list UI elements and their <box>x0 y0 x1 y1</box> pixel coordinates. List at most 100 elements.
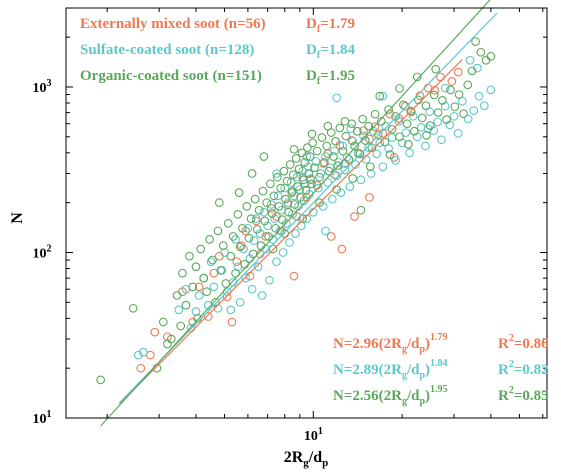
sulfate-coated-point <box>330 146 339 156</box>
sulfate-coated-point <box>226 305 236 315</box>
organic-coated-legend-name: Organic-coated soot (n=151) <box>80 68 262 84</box>
legend: Externally mixed soot (n=56) Df=1.79 Sulfa… <box>80 16 355 87</box>
sulfate-coated-point <box>412 132 422 142</box>
sulfate-coated-point <box>209 282 219 292</box>
sulfate-coated-point <box>391 156 400 165</box>
sulfate-coated-point <box>387 133 397 142</box>
sulfate-coated-point <box>259 207 269 217</box>
organic-coated-point <box>373 130 383 140</box>
externally-mixed-point <box>251 216 261 226</box>
sulfate-coated-point <box>473 63 482 73</box>
organic-coated-point <box>233 209 243 219</box>
organic-coated-point <box>344 155 354 164</box>
data-marks <box>96 37 496 385</box>
organic-coated-point <box>402 119 412 129</box>
organic-coated-point <box>287 188 297 197</box>
organic-coated-point <box>421 101 431 111</box>
externally-mixed-r2-value: R2=0.86 <box>498 333 549 352</box>
organic-coated-point <box>425 121 435 130</box>
organic-coated-point <box>406 106 416 116</box>
sulfate-coated-point <box>384 144 393 153</box>
organic-coated-point <box>323 121 333 131</box>
sulfate-coated-point <box>273 191 283 201</box>
sulfate-coated-r2-value: R2=0.82 <box>498 359 549 378</box>
sulfate-coated-point <box>366 169 376 178</box>
sulfate-coated-point <box>453 128 463 138</box>
organic-coated-point <box>279 166 289 176</box>
sulfate-coated-point <box>463 114 473 124</box>
organic-coated-point <box>188 282 198 292</box>
organic-coated-point <box>128 303 138 313</box>
organic-coated-point <box>274 201 284 211</box>
sulfate-coated-point <box>345 182 355 191</box>
x-axis-label: 2Rg/dp <box>284 449 329 469</box>
organic-coated-point <box>322 141 332 151</box>
externally-mixed-point <box>232 257 242 267</box>
organic-coated-point <box>450 102 460 112</box>
sulfate-coated-point <box>321 226 330 236</box>
organic-coated-point <box>213 226 223 236</box>
organic-coated-point <box>205 235 214 244</box>
sulfate-coated-point <box>479 101 489 111</box>
organic-coated-point <box>376 116 386 126</box>
sulfate-coated-point <box>474 91 484 101</box>
organic-coated-point <box>267 209 277 218</box>
sulfate-coated-point <box>249 236 259 245</box>
organic-coated-point <box>305 152 315 161</box>
organic-coated-point <box>356 205 366 215</box>
sulfate-coated-point <box>351 160 360 169</box>
organic-coated-point <box>258 186 268 196</box>
sulfate-coated-fit-line <box>118 12 498 404</box>
organic-coated-point <box>234 188 244 197</box>
organic-coated-point <box>307 129 317 139</box>
organic-coated-point <box>364 121 373 131</box>
organic-coated-point <box>312 146 322 156</box>
sulfate-coated-legend-df: Df=1.84 <box>306 42 355 61</box>
organic-coated-point <box>429 90 439 100</box>
sulfate-coated-point <box>486 85 496 95</box>
organic-coated-point <box>459 109 468 118</box>
sulfate-coated-point <box>272 257 281 267</box>
organic-coated-point <box>338 146 348 156</box>
sulfate-coated-point <box>433 117 443 127</box>
sulfate-coated-point <box>440 83 450 93</box>
sulfate-coated-point <box>285 238 294 247</box>
organic-coated-point <box>221 279 231 288</box>
organic-coated-point <box>320 158 329 167</box>
sulfate-coated-point <box>174 305 184 315</box>
organic-coated-point <box>367 143 377 152</box>
sulfate-coated-point <box>364 143 373 152</box>
organic-coated-point <box>375 91 385 101</box>
sulfate-coated-point <box>138 347 148 357</box>
externally-mixed-point <box>378 128 388 138</box>
organic-coated-point <box>281 194 290 204</box>
organic-coated-point <box>158 317 168 327</box>
organic-coated-point <box>417 113 427 123</box>
sulfate-coated-point <box>257 291 267 300</box>
organic-coated-point <box>246 214 256 224</box>
organic-coated-point <box>399 100 408 110</box>
organic-coated-point <box>284 207 294 217</box>
organic-coated-point <box>391 111 400 121</box>
organic-coated-point <box>300 158 310 167</box>
organic-coated-point <box>266 179 275 189</box>
organic-coated-point <box>433 108 443 117</box>
sulfate-coated-point <box>235 297 245 307</box>
organic-coated-point <box>403 140 413 149</box>
organic-coated-point <box>231 268 240 278</box>
sulfate-coated-point <box>286 178 296 187</box>
organic-coated-point <box>360 136 370 145</box>
organic-coated-point <box>163 339 172 349</box>
organic-coated-point <box>282 176 292 186</box>
organic-coated-point <box>463 80 473 90</box>
organic-coated-point <box>476 47 486 57</box>
sulfate-coated-point <box>356 175 366 185</box>
sulfate-coated-point <box>327 194 337 204</box>
organic-coated-point <box>277 215 287 224</box>
sulfate-coated-point <box>253 262 263 272</box>
organic-coated-point <box>290 200 300 209</box>
y-tick-label: 103 <box>33 78 52 96</box>
externally-mixed-point <box>289 271 299 281</box>
